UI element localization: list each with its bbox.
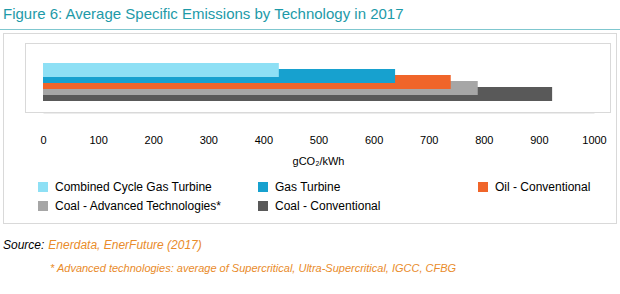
source: Source: Enerdata, EnerFuture (2017) <box>3 238 202 252</box>
x-tick-label: 0 <box>40 134 46 146</box>
legend-item: Coal - Conventional <box>258 199 380 213</box>
legend: Combined Cycle Gas Turbine Gas Turbine Oil… <box>38 180 590 213</box>
legend-label: Combined Cycle Gas Turbine <box>55 180 212 194</box>
title-rule <box>0 29 620 30</box>
legend-swatch <box>38 182 48 192</box>
x-tick: 1000 <box>582 113 606 147</box>
x-tick: 300 <box>200 113 218 147</box>
x-tick-label: 600 <box>365 134 383 146</box>
legend-label: Coal - Advanced Technologies* <box>55 199 221 213</box>
legend-item: Gas Turbine <box>258 180 341 194</box>
legend-label: Oil - Conventional <box>495 180 590 194</box>
legend-item: Coal - Advanced Technologies* <box>38 199 221 213</box>
chart-border <box>4 34 617 224</box>
title: Figure 6: Average Specific Emissions by … <box>3 5 404 22</box>
legend-label: Coal - Conventional <box>275 199 380 213</box>
legend-item: Combined Cycle Gas Turbine <box>38 180 212 194</box>
x-tick: 500 <box>310 113 328 147</box>
x-axis-title: gCO₂/kWh <box>293 155 345 167</box>
x-tick-label: 300 <box>200 134 218 146</box>
chart: Figure 6: Average Specific Emissions by … <box>0 0 620 294</box>
bar <box>43 63 279 77</box>
x-tick: 800 <box>475 113 493 147</box>
x-tick: 600 <box>365 113 383 147</box>
x-tick-label: 1000 <box>582 134 606 146</box>
x-tick-label: 900 <box>530 134 548 146</box>
x-tick: 400 <box>255 113 273 147</box>
x-tick-label: 800 <box>475 134 493 146</box>
x-tick-label: 700 <box>420 134 438 146</box>
footnote: * Advanced technologies: average of Supe… <box>50 262 457 274</box>
x-tick: 200 <box>145 113 163 147</box>
legend-label: Gas Turbine <box>275 180 341 194</box>
x-tick-label: 500 <box>310 134 328 146</box>
source-text: Enerdata, EnerFuture (2017) <box>48 238 201 252</box>
x-tick-label: 400 <box>255 134 273 146</box>
bars <box>43 63 552 101</box>
x-tick-label: 200 <box>145 134 163 146</box>
x-axis: 0 100 200 300 400 500 600 700 800 900 1000 <box>40 113 606 147</box>
legend-item: Oil - Conventional <box>478 180 590 194</box>
source-label: Source: <box>3 238 44 252</box>
x-tick: 100 <box>89 113 107 147</box>
x-axis-line <box>44 113 595 114</box>
x-tick: 900 <box>530 113 548 147</box>
x-tick: 0 <box>40 113 46 147</box>
legend-swatch <box>258 201 268 211</box>
legend-swatch <box>478 182 488 192</box>
legend-swatch <box>38 201 48 211</box>
plot-frame <box>26 44 611 113</box>
x-tick: 700 <box>420 113 438 147</box>
legend-swatch <box>258 182 268 192</box>
x-tick-label: 100 <box>89 134 107 146</box>
